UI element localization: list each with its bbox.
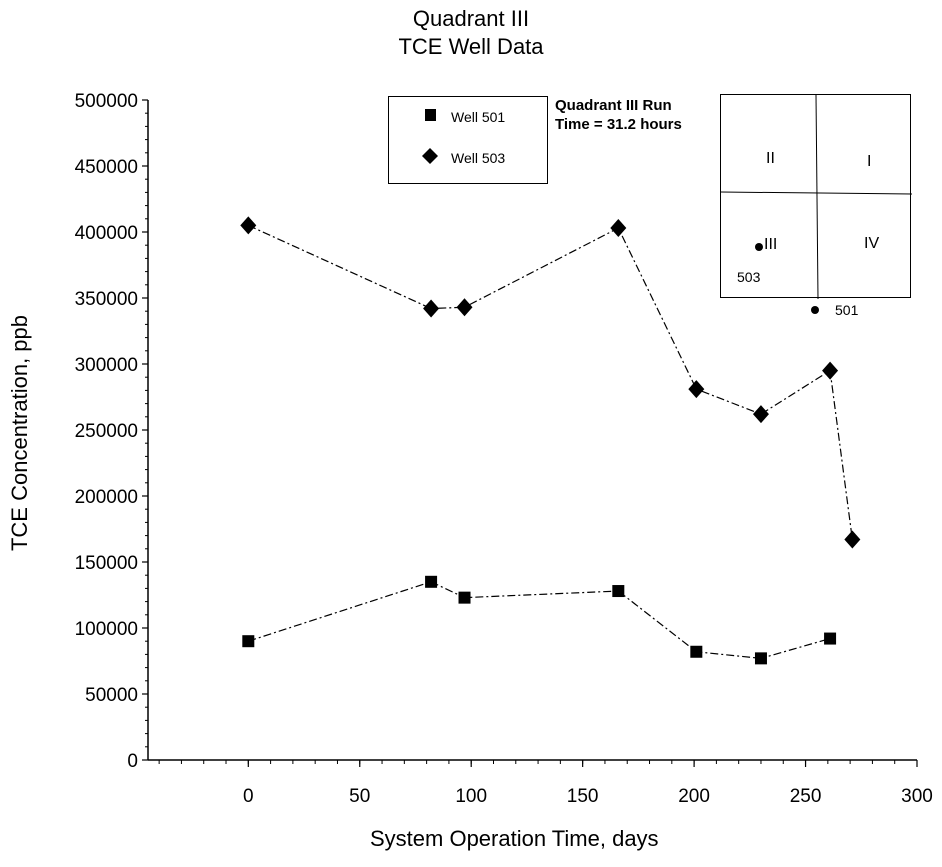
x-tick-label: 200: [678, 786, 710, 807]
well-501-dot-icon: [811, 306, 819, 314]
x-axis-label: System Operation Time, days: [370, 826, 659, 851]
diamond-marker-icon: [419, 147, 441, 168]
quadrant-label-iv: IV: [864, 235, 880, 252]
x-tick-label: 250: [790, 786, 822, 807]
data-point-diamond: [752, 405, 769, 424]
x-tick-label: 0: [243, 786, 254, 807]
series-line: [248, 224, 853, 540]
data-point-square: [242, 635, 255, 648]
quadrant-label-i: I: [867, 153, 872, 170]
data-point-diamond: [822, 361, 839, 380]
x-tick-label: 150: [567, 786, 599, 807]
data-point-square: [824, 632, 837, 645]
run-annotation-line2: Time = 31.2 hours: [555, 116, 682, 133]
y-tick-label: 50000: [85, 685, 138, 706]
data-point-diamond: [844, 530, 861, 549]
x-tick-label: 300: [901, 786, 933, 807]
y-tick-label: 200000: [75, 487, 138, 508]
series-line: [248, 581, 831, 659]
legend-label-well-501: Well 501: [451, 108, 506, 125]
data-point-square: [612, 585, 625, 598]
data-point-square: [690, 645, 703, 658]
data-point-diamond: [240, 216, 257, 235]
legend-item-well-501: Well 501: [419, 107, 505, 126]
quadrant-label-iii: III: [764, 236, 778, 253]
data-point-diamond: [456, 298, 473, 317]
y-tick-label: 350000: [75, 289, 138, 310]
data-point-diamond: [423, 299, 440, 318]
x-tick-label: 50: [349, 786, 370, 807]
data-point-square: [458, 591, 471, 604]
data-point-diamond: [610, 219, 627, 238]
data-point-square: [425, 575, 438, 588]
y-tick-label: 100000: [75, 619, 138, 640]
y-tick-label: 0: [127, 751, 138, 772]
chart-subtitle: TCE Well Data: [398, 34, 544, 59]
data-point-square: [754, 652, 767, 665]
well-503-dot-icon: [755, 243, 763, 251]
chart-title: Quadrant III: [412, 6, 530, 31]
y-tick-label: 250000: [75, 421, 138, 442]
y-tick-label: 300000: [75, 355, 138, 376]
y-axis-label: TCE Concentration, ppb: [7, 314, 32, 552]
y-tick-label: 450000: [75, 157, 138, 178]
series-well-503: [240, 216, 861, 549]
well-label-501: 501: [835, 302, 859, 318]
legend: Well 501 Well 503: [388, 96, 548, 184]
data-point-diamond: [688, 380, 705, 399]
run-annotation-line1: Quadrant III Run: [555, 97, 672, 114]
run-annotation: Quadrant III Run Time = 31.2 hours: [555, 96, 682, 134]
y-tick-label: 150000: [75, 553, 138, 574]
quadrant-inset-map: II I III IV 503: [720, 94, 912, 299]
y-tick-label: 400000: [75, 223, 138, 244]
square-marker-icon: [419, 107, 441, 126]
well-label-503: 503: [737, 269, 761, 285]
legend-item-well-503: Well 503: [419, 147, 505, 168]
quadrant-grid-lines: [721, 95, 912, 299]
series-well-501: [242, 575, 837, 665]
y-tick-label: 500000: [75, 91, 138, 112]
quadrant-label-ii: II: [766, 150, 775, 167]
x-tick-label: 100: [455, 786, 487, 807]
legend-label-well-503: Well 503: [451, 149, 506, 166]
axes: 0 50000 100000 150000 200000 250000 300000 3500…: [75, 91, 933, 807]
